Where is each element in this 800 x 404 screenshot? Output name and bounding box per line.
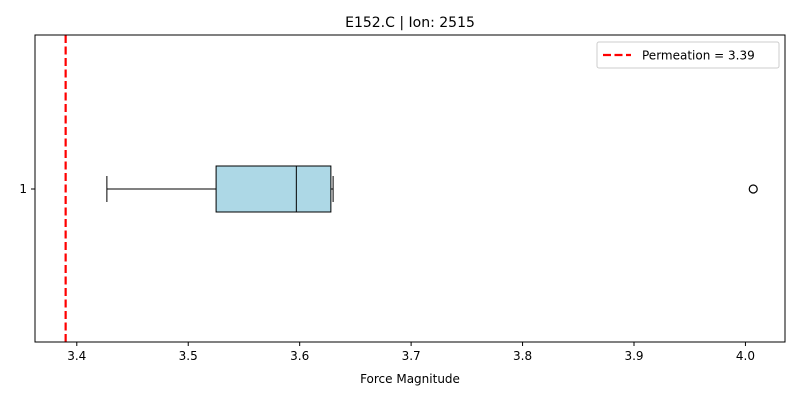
x-tick-label: 3.8 [513, 349, 532, 363]
plot-frame [34, 34, 786, 343]
x-tick-label: 3.4 [67, 349, 86, 363]
legend-box [596, 41, 780, 69]
outlier-point [748, 184, 758, 194]
y-axis-ticks: 1 [19, 182, 35, 196]
x-axis-ticks: 3.4 3.5 3.6 3.7 3.8 3.9 4.0 [67, 342, 755, 363]
x-tick-label: 4.0 [736, 349, 755, 363]
interquartile-box [215, 165, 332, 213]
x-tick-label: 3.6 [290, 349, 309, 363]
x-tick-label: 3.5 [179, 349, 198, 363]
x-axis-label: Force Magnitude [360, 372, 460, 386]
legend-label: Permeation = 3.39 [642, 49, 755, 63]
y-tick-label: 1 [19, 182, 27, 196]
x-tick-label: 3.9 [624, 349, 643, 363]
chart-title: E152.C | Ion: 2515 [345, 15, 475, 31]
box-series [106, 165, 758, 213]
x-tick-label: 3.7 [402, 349, 421, 363]
legend: Permeation = 3.39 [596, 41, 780, 69]
